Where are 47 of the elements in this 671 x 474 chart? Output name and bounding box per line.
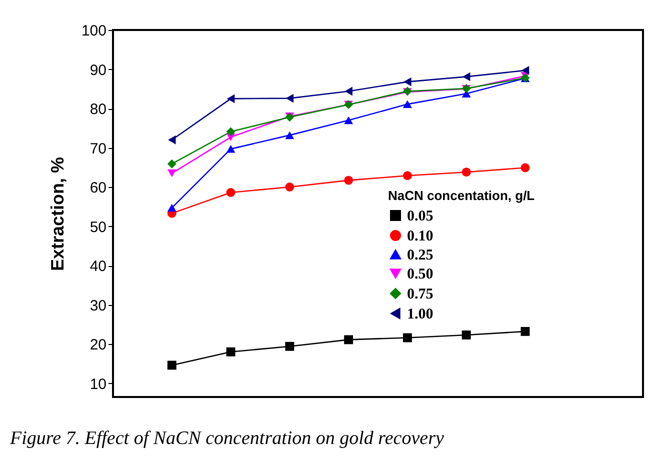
point — [285, 342, 294, 351]
legend-label: 0.50 — [407, 266, 434, 282]
y-tick-label: 80 — [90, 101, 106, 118]
point — [167, 169, 176, 178]
y-tick-label: 90 — [90, 62, 106, 79]
point — [167, 204, 176, 212]
point — [402, 171, 412, 180]
point — [226, 145, 236, 153]
legend-label: 0.05 — [407, 208, 434, 224]
y-tick-label: 30 — [90, 297, 106, 314]
y-tick-label: 70 — [90, 140, 106, 158]
y-tick-label: 50 — [90, 218, 106, 236]
point — [520, 326, 530, 336]
point — [344, 116, 354, 124]
y-tick-label: 10 — [90, 376, 106, 393]
point — [226, 127, 236, 136]
point — [344, 335, 354, 344]
point — [226, 94, 235, 104]
y-tick-label: 60 — [90, 180, 106, 197]
point — [168, 135, 176, 144]
point — [226, 188, 236, 197]
point — [167, 360, 176, 370]
legend-label: 0.75 — [407, 286, 434, 302]
y-tick-label: 40 — [90, 258, 106, 276]
y-axis-title: Extraction, % — [47, 156, 68, 272]
point — [402, 333, 412, 342]
point — [404, 77, 412, 86]
legend-label: 1.00 — [407, 306, 434, 322]
legend-title: NaCN concentation, g/L — [388, 188, 535, 203]
point — [226, 347, 236, 356]
point — [462, 168, 471, 177]
point — [167, 159, 176, 168]
point — [344, 176, 354, 185]
point — [344, 86, 352, 96]
point — [285, 182, 294, 192]
point — [462, 330, 471, 340]
legend-label: 0.25 — [407, 248, 434, 264]
point — [521, 66, 530, 75]
point — [520, 163, 530, 172]
legend-label: 0.10 — [407, 228, 434, 244]
y-tick-label: 20 — [90, 336, 106, 354]
point — [286, 94, 294, 103]
y-tick-label: 100 — [81, 22, 106, 40]
point — [285, 131, 294, 140]
point — [462, 72, 470, 82]
caption: Figure 7. Effect of NaCN concentration on gold recovery — [10, 428, 445, 450]
point — [402, 100, 412, 108]
